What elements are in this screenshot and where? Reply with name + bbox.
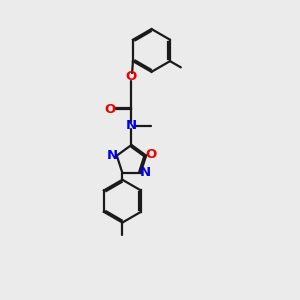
Text: N: N	[107, 149, 118, 162]
Text: O: O	[104, 103, 116, 116]
Text: O: O	[126, 70, 137, 83]
Text: O: O	[145, 148, 156, 160]
Text: N: N	[140, 167, 151, 179]
Text: N: N	[126, 119, 137, 132]
